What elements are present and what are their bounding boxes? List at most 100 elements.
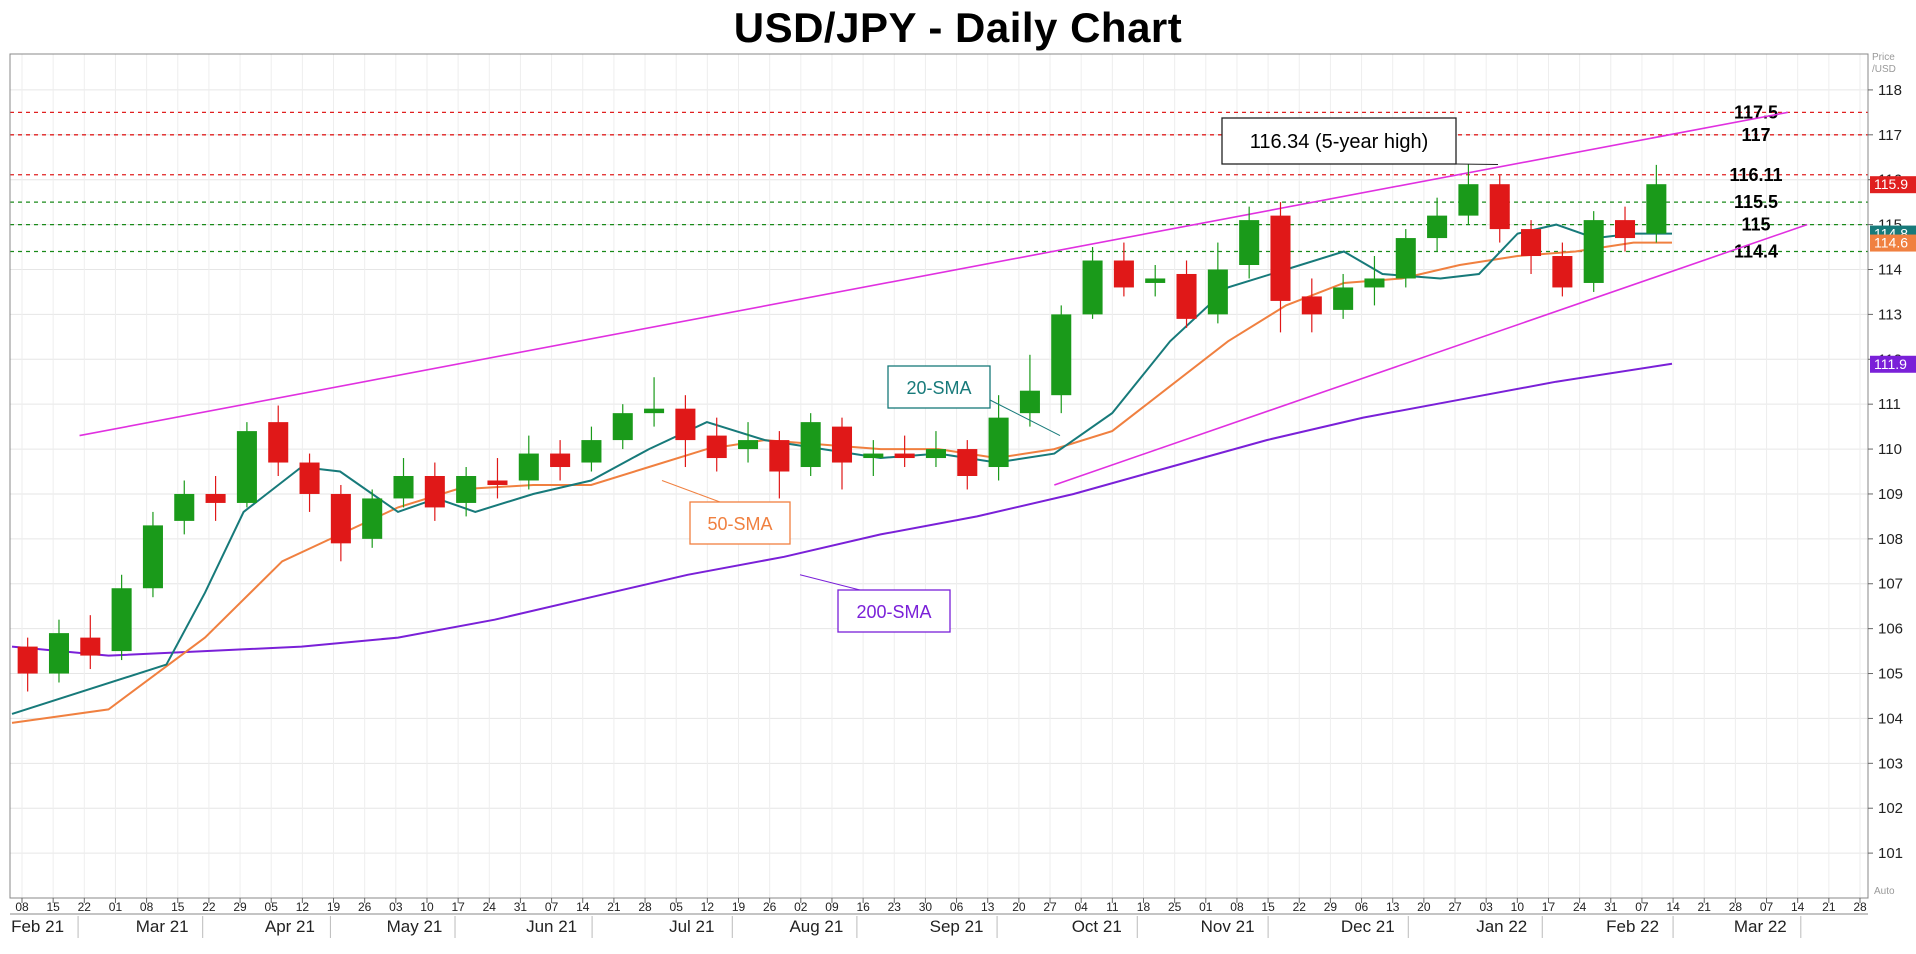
x-day-label: 12 [701, 900, 715, 914]
y-tick-label: 104 [1878, 710, 1903, 727]
candle-body [236, 431, 257, 503]
sma20-annotation-pointer [989, 399, 1061, 437]
level-label: 117.5 [1734, 102, 1778, 122]
x-day-label: 05 [670, 900, 684, 914]
x-day-label: 19 [327, 900, 341, 914]
candle-body [1646, 184, 1667, 234]
x-day-label: 31 [514, 900, 528, 914]
level-label: 114.4 [1734, 242, 1778, 262]
candle-body [1051, 314, 1072, 396]
x-month-label: Jul 21 [669, 917, 714, 936]
level-label: 115 [1741, 215, 1770, 235]
level-label: 115.5 [1734, 192, 1778, 212]
chart-title: USD/JPY - Daily Chart [733, 4, 1183, 51]
candlesticks [17, 164, 1667, 692]
price-tag-box [1870, 355, 1916, 373]
x-day-label: 26 [358, 900, 372, 914]
x-day-label: 06 [1355, 900, 1369, 914]
candle-body [205, 493, 226, 503]
level-label: 117 [1741, 125, 1770, 145]
x-day-label: 14 [1791, 900, 1805, 914]
x-day-label: 16 [856, 900, 870, 914]
sma200-line [11, 362, 1673, 657]
candle-body [1489, 184, 1510, 230]
price-axis-label: /USD [1872, 64, 1896, 75]
y-tick-label: 118 [1878, 82, 1902, 99]
candle-body [1614, 220, 1636, 239]
y-tick-label: 114 [1878, 261, 1902, 278]
x-day-label: 28 [1853, 900, 1867, 914]
sma20-annotation-text: 20-SMA [906, 378, 971, 398]
candle-body [142, 525, 163, 589]
sma200-annotation-text: 200-SMA [856, 602, 931, 622]
x-day-label: 06 [950, 900, 964, 914]
x-day-label: 23 [888, 900, 902, 914]
candle-body [424, 476, 445, 508]
candle-body [80, 637, 101, 656]
channel-lower-line [1054, 223, 1808, 486]
y-tick-label: 107 [1878, 576, 1903, 593]
x-day-label: 12 [296, 900, 310, 914]
x-day-label: 15 [1261, 900, 1275, 914]
candle-body [1113, 260, 1134, 288]
candle-body [1395, 238, 1416, 279]
x-day-label: 09 [825, 900, 839, 914]
y-tick-label: 106 [1878, 621, 1903, 638]
candle-body [957, 449, 978, 476]
plot-border [9, 53, 1869, 899]
x-day-label: 18 [1137, 900, 1151, 914]
candle-body [769, 440, 790, 472]
x-day-label: 30 [919, 900, 933, 914]
x-day-label: 14 [576, 900, 590, 914]
candle-body [1301, 296, 1322, 315]
x-month-label: May 21 [387, 917, 443, 936]
x-day-label: 27 [1448, 900, 1462, 914]
level-label: 116.11 [1729, 165, 1782, 185]
x-day-label: 27 [1043, 900, 1057, 914]
y-tick-label: 108 [1878, 531, 1903, 548]
x-day-label: 15 [46, 900, 60, 914]
x-day-label: 04 [1075, 900, 1089, 914]
x-month-label: Nov 21 [1201, 917, 1255, 936]
price-tag-label: 115.9 [1874, 176, 1908, 192]
price-axis-footer: Auto [1874, 886, 1895, 897]
x-month-label: Jan 22 [1476, 917, 1527, 936]
x-day-label: 08 [140, 900, 154, 914]
candle-body [581, 440, 602, 463]
candle-body [1364, 278, 1385, 288]
x-day-label: 13 [1386, 900, 1400, 914]
x-day-label: 07 [545, 900, 559, 914]
candle-body [268, 422, 289, 463]
price-axis-label: Price [1872, 52, 1895, 63]
x-day-label: 17 [451, 900, 465, 914]
high-annotation-box [1221, 117, 1457, 165]
price-tag-box [1870, 176, 1916, 194]
x-month-label: Aug 21 [789, 917, 843, 936]
y-tick-label: 110 [1878, 441, 1902, 458]
price-tag-label: 111.9 [1874, 356, 1907, 372]
y-tick-label: 117 [1878, 127, 1902, 144]
x-day-label: 22 [1293, 900, 1307, 914]
price-axis: 1011021031041051061071081091101111121131… [1868, 52, 1916, 897]
y-tick-label: 113 [1878, 306, 1902, 323]
x-month-label: Feb 21 [11, 917, 64, 936]
x-month-label: Oct 21 [1072, 917, 1122, 936]
y-tick-label: 109 [1878, 486, 1903, 503]
y-tick-label: 105 [1878, 666, 1903, 683]
sma50-annotation-pointer [661, 480, 721, 503]
candle-body [487, 480, 508, 485]
trend-channel [79, 111, 1808, 486]
x-month-label: Mar 22 [1734, 917, 1787, 936]
price-tag-label: 114.6 [1874, 235, 1908, 251]
candle-body [17, 646, 38, 674]
x-day-label: 24 [1573, 900, 1587, 914]
x-month-label: Dec 21 [1341, 917, 1395, 936]
x-day-label: 01 [109, 900, 123, 914]
candle-body [1176, 273, 1197, 319]
candle-body [1521, 229, 1542, 257]
x-day-label: 10 [420, 900, 434, 914]
x-day-label: 13 [981, 900, 995, 914]
x-day-label: 25 [1168, 900, 1182, 914]
x-day-label: 22 [202, 900, 216, 914]
